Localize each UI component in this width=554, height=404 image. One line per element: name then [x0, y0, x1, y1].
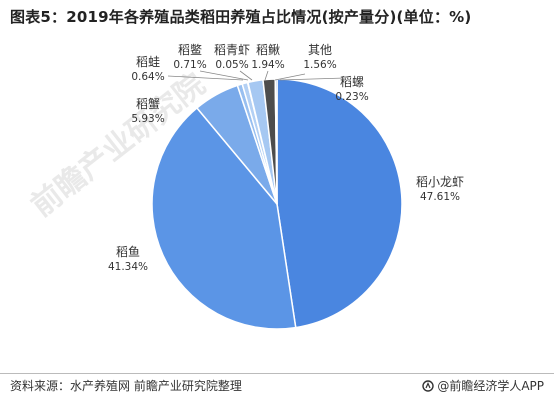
pie-slice-8: [274, 78, 278, 205]
slice-value-label-6: 1.94%: [251, 59, 284, 71]
leader-line-7: [274, 73, 306, 81]
slice-label-6: 稻鳅: [256, 43, 280, 57]
slice-value-label-0: 47.61%: [420, 191, 460, 203]
leader-line-4: [199, 70, 249, 81]
slice-value-label-4: 0.71%: [173, 59, 206, 71]
chart-title: 图表5：2019年各养殖品类稻田养殖占比情况(按产量分)(单位：%): [10, 8, 472, 26]
footer-brand-text: @前瞻经济学人APP: [437, 379, 544, 393]
slice-label-1: 稻鱼: [116, 245, 140, 259]
slice-label-2: 稻蟹: [136, 96, 160, 111]
slice-label-8: 稻螺: [340, 75, 364, 89]
slice-label-5: 稻青虾: [214, 43, 250, 57]
slice-value-label-2: 5.93%: [131, 113, 164, 125]
slice-value-label-3: 0.64%: [131, 71, 164, 83]
slice-value-label-5: 0.05%: [215, 59, 248, 71]
footer-source: 资料来源：水产养殖网 前瞻产业研究院整理: [10, 379, 242, 393]
leader-line-6: [264, 70, 269, 81]
pie-chart: 稻小龙虾 47.61% 稻鱼 41.34% 稻蟹 5.93% 稻蛙 0.64% 稻鳖 0.71% 稻…: [108, 43, 464, 330]
leader-line-5: [239, 70, 253, 81]
pie-slice-0: [276, 78, 403, 329]
slice-label-7: 其他: [308, 43, 332, 57]
pie-chart-area: 稻小龙虾 47.61% 稻鱼 41.34% 稻蟹 5.93% 稻蛙 0.64% 稻鳖 0.71% 稻…: [0, 36, 554, 366]
slice-value-label-8: 0.23%: [335, 91, 368, 103]
slice-value-label-1: 41.34%: [108, 261, 148, 273]
footer-brand: @前瞻经济学人APP: [422, 377, 544, 394]
slice-value-label-7: 1.56%: [303, 59, 336, 71]
leader-line-8: [279, 77, 346, 81]
slice-label-4: 稻鳖: [178, 43, 202, 57]
slice-label-0: 稻小龙虾: [416, 175, 464, 189]
footer-divider: [0, 373, 554, 374]
slice-label-3: 稻蛙: [136, 55, 160, 69]
leader-line-3: [167, 75, 244, 81]
brand-logo-icon: [422, 379, 435, 392]
pie-slice-1: [151, 106, 297, 330]
